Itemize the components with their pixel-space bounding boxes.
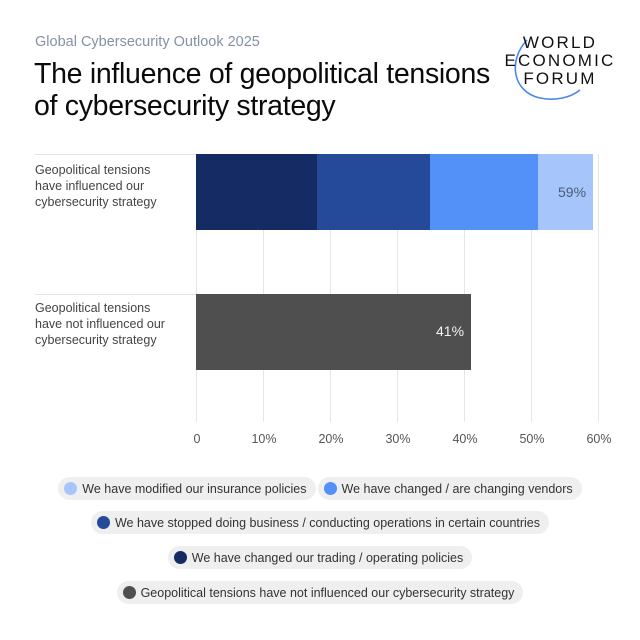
x-tick: 60% bbox=[586, 432, 612, 446]
segment-stopped-business bbox=[317, 154, 430, 230]
x-tick: 30% bbox=[385, 432, 411, 446]
legend-label: We have changed / are changing vendors bbox=[341, 481, 573, 496]
bar-influenced bbox=[196, 154, 593, 230]
legend-dot-icon bbox=[173, 551, 187, 564]
category-label-not-influenced: Geopolitical tensions have not influence… bbox=[35, 300, 185, 348]
gridline-60 bbox=[598, 154, 599, 422]
label-line: Geopolitical tensions bbox=[35, 301, 151, 315]
segment-not-influenced bbox=[196, 294, 471, 370]
bar-not-influenced bbox=[196, 294, 471, 370]
gridline-20 bbox=[330, 154, 331, 422]
legend-item-stopped-business: We have stopped doing business / conduct… bbox=[90, 511, 550, 534]
chart-title: The influence of geopolitical tensions o… bbox=[34, 58, 490, 122]
segment-trading-policies bbox=[196, 154, 317, 230]
wef-logo: WORLD ECONOMIC FORUM bbox=[500, 30, 620, 110]
label-line: Geopolitical tensions bbox=[35, 163, 151, 177]
legend-item-vendors: We have changed / are changing vendors bbox=[317, 477, 582, 500]
value-label-not-influenced: 41% bbox=[436, 323, 465, 339]
x-tick: 0 bbox=[193, 432, 201, 446]
legend-label: We have stopped doing business / conduct… bbox=[114, 515, 541, 530]
logo-arc-icon bbox=[514, 39, 581, 100]
legend-item-insurance: We have modified our insurance policies bbox=[58, 477, 316, 500]
segment-insurance bbox=[538, 154, 593, 230]
legend-dot-icon bbox=[96, 516, 110, 529]
value-label-influenced: 59% bbox=[558, 184, 587, 200]
x-tick: 40% bbox=[452, 432, 478, 446]
gridline-40 bbox=[464, 154, 465, 422]
legend-label: We have modified our insurance policies bbox=[82, 481, 307, 496]
legend-row-2: We have stopped doing business / conduct… bbox=[0, 511, 640, 534]
chart-subtitle: Global Cybersecurity Outlook 2025 bbox=[35, 34, 260, 50]
legend-row-3: We have changed our trading / operating … bbox=[0, 546, 640, 569]
gridline-50 bbox=[531, 154, 532, 422]
label-line: have influenced our bbox=[35, 179, 145, 193]
legend-dot-icon bbox=[64, 482, 78, 495]
label-line: cybersecurity strategy bbox=[35, 333, 157, 347]
gridline-30 bbox=[397, 154, 398, 422]
legend-dot-icon bbox=[323, 482, 337, 495]
x-tick: 20% bbox=[318, 432, 344, 446]
logo-line-3: FORUM bbox=[523, 69, 597, 88]
legend-item-trading-policies: We have changed our trading / operating … bbox=[167, 546, 473, 569]
logo-line-2: ECONOMIC bbox=[504, 51, 616, 70]
legend-label: We have changed our trading / operating … bbox=[191, 550, 464, 565]
label-line: cybersecurity strategy bbox=[35, 195, 157, 209]
x-tick: 10% bbox=[251, 432, 277, 446]
logo-line-1: WORLD bbox=[522, 33, 598, 52]
row-separator bbox=[35, 154, 196, 155]
gridline-10 bbox=[263, 154, 264, 422]
legend-row-1: We have modified our insurance policies … bbox=[0, 477, 640, 500]
row-separator bbox=[35, 294, 196, 295]
legend-row-4: Geopolitical tensions have not influence… bbox=[0, 581, 640, 604]
segment-vendors bbox=[430, 154, 538, 230]
category-label-influenced: Geopolitical tensions have influenced ou… bbox=[35, 162, 185, 210]
label-line: have not influenced our bbox=[35, 317, 165, 331]
legend-label: Geopolitical tensions have not influence… bbox=[140, 585, 515, 600]
x-tick: 50% bbox=[519, 432, 545, 446]
legend-item-not-influenced: Geopolitical tensions have not influence… bbox=[116, 581, 524, 604]
legend-dot-icon bbox=[122, 586, 136, 599]
gridline-0 bbox=[196, 154, 197, 422]
